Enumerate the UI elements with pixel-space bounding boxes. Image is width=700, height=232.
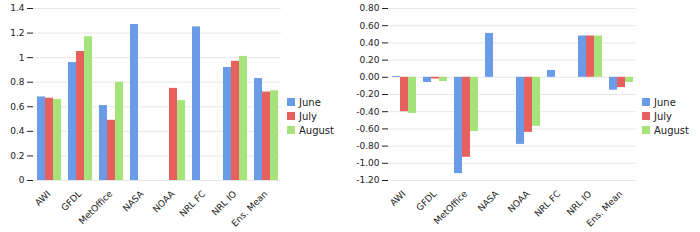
html-text:August: August (299, 124, 334, 136)
svg-text:0: 0 (19, 175, 25, 185)
svg-text:-0.40: -0.40 (356, 107, 380, 117)
html-text:June: June (654, 96, 676, 108)
svg-text:-0.80: -0.80 (356, 141, 380, 151)
svg-text:AWI: AWI (33, 189, 52, 208)
svg-text:NOAA: NOAA (151, 188, 177, 214)
svg-text:0.20: 0.20 (359, 55, 379, 65)
svg-text:NOAA: NOAA (506, 188, 532, 214)
svg-text:MetOffice: MetOffice (432, 188, 470, 226)
svg-text:-0.60: -0.60 (356, 124, 380, 134)
svg-text:GFDL: GFDL (59, 189, 83, 213)
svg-text:0.60: 0.60 (359, 21, 379, 31)
html-text:July: July (299, 110, 317, 122)
svg-text:NRL FC: NRL FC (533, 189, 563, 219)
svg-text:1.2: 1.2 (10, 28, 24, 38)
svg-text:Ens. Mean: Ens. Mean (230, 189, 270, 229)
svg-text:Ens. Mean: Ens. Mean (585, 189, 625, 229)
svg-text:0.00: 0.00 (359, 72, 379, 82)
svg-text:0.8: 0.8 (10, 77, 25, 87)
html-text:August: August (654, 124, 689, 136)
svg-text:NASA: NASA (476, 188, 501, 213)
svg-text:MetOffice: MetOffice (77, 188, 115, 226)
svg-text:0.4: 0.4 (10, 126, 25, 136)
svg-text:-1.20: -1.20 (356, 175, 380, 185)
html-text:June: June (299, 96, 321, 108)
svg-text:0.6: 0.6 (10, 102, 25, 112)
svg-text:1: 1 (19, 53, 25, 63)
svg-text:1.4: 1.4 (10, 3, 25, 13)
svg-text:GFDL: GFDL (414, 189, 438, 213)
html-text:July: July (654, 110, 672, 122)
svg-text:-0.20: -0.20 (356, 89, 380, 99)
svg-text:0.80: 0.80 (359, 3, 379, 13)
svg-text:NRL IO: NRL IO (210, 189, 239, 218)
svg-text:0.40: 0.40 (359, 38, 379, 48)
svg-text:NRL IO: NRL IO (565, 189, 594, 218)
svg-text:-1.00: -1.00 (356, 158, 380, 168)
svg-text:AWI: AWI (388, 189, 407, 208)
svg-text:NRL FC: NRL FC (178, 189, 208, 219)
svg-text:NASA: NASA (121, 188, 146, 213)
svg-text:0.2: 0.2 (10, 151, 24, 161)
